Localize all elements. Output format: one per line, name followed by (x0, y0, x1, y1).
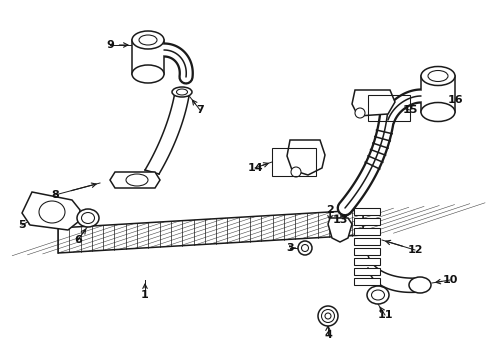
Ellipse shape (301, 244, 309, 252)
Ellipse shape (298, 241, 312, 255)
Bar (354, 278, 380, 285)
Text: 5: 5 (18, 220, 26, 230)
Ellipse shape (176, 89, 188, 95)
Text: 10: 10 (442, 275, 458, 285)
Polygon shape (110, 172, 160, 188)
Ellipse shape (367, 286, 389, 304)
Ellipse shape (172, 87, 192, 97)
Bar (354, 238, 380, 245)
Polygon shape (22, 192, 80, 230)
Text: 4: 4 (324, 330, 332, 340)
Bar (354, 248, 380, 255)
Bar (132, 40, 164, 74)
Text: 11: 11 (377, 310, 393, 320)
Polygon shape (328, 218, 352, 242)
Ellipse shape (291, 167, 301, 177)
Ellipse shape (318, 306, 338, 326)
Ellipse shape (126, 174, 148, 186)
Text: 13: 13 (332, 215, 348, 225)
Ellipse shape (139, 35, 157, 45)
Ellipse shape (355, 108, 365, 118)
Ellipse shape (132, 65, 164, 83)
Polygon shape (58, 210, 363, 253)
Text: 2: 2 (326, 205, 334, 215)
Bar (368, 95, 410, 121)
Bar (354, 218, 380, 225)
Ellipse shape (81, 212, 95, 224)
Text: 12: 12 (407, 245, 423, 255)
Bar (272, 148, 316, 176)
Text: 15: 15 (402, 105, 417, 115)
Ellipse shape (371, 290, 385, 300)
Bar (354, 268, 380, 275)
Ellipse shape (428, 71, 448, 81)
Bar (354, 228, 380, 235)
Polygon shape (352, 90, 395, 116)
Text: 8: 8 (51, 190, 59, 200)
Polygon shape (287, 140, 325, 175)
Text: 3: 3 (286, 243, 294, 253)
Ellipse shape (421, 103, 455, 122)
Ellipse shape (321, 310, 335, 323)
Bar (354, 258, 380, 265)
Ellipse shape (421, 67, 455, 85)
Bar (421, 76, 455, 112)
Ellipse shape (409, 277, 431, 293)
Ellipse shape (77, 209, 99, 227)
Text: 16: 16 (447, 95, 463, 105)
Text: 6: 6 (74, 235, 82, 245)
Text: 14: 14 (247, 163, 263, 173)
Bar (354, 208, 380, 215)
Ellipse shape (39, 201, 65, 223)
Ellipse shape (325, 313, 331, 319)
Text: 7: 7 (196, 105, 204, 115)
Text: 9: 9 (106, 40, 114, 50)
Ellipse shape (132, 31, 164, 49)
Text: 1: 1 (141, 290, 149, 300)
